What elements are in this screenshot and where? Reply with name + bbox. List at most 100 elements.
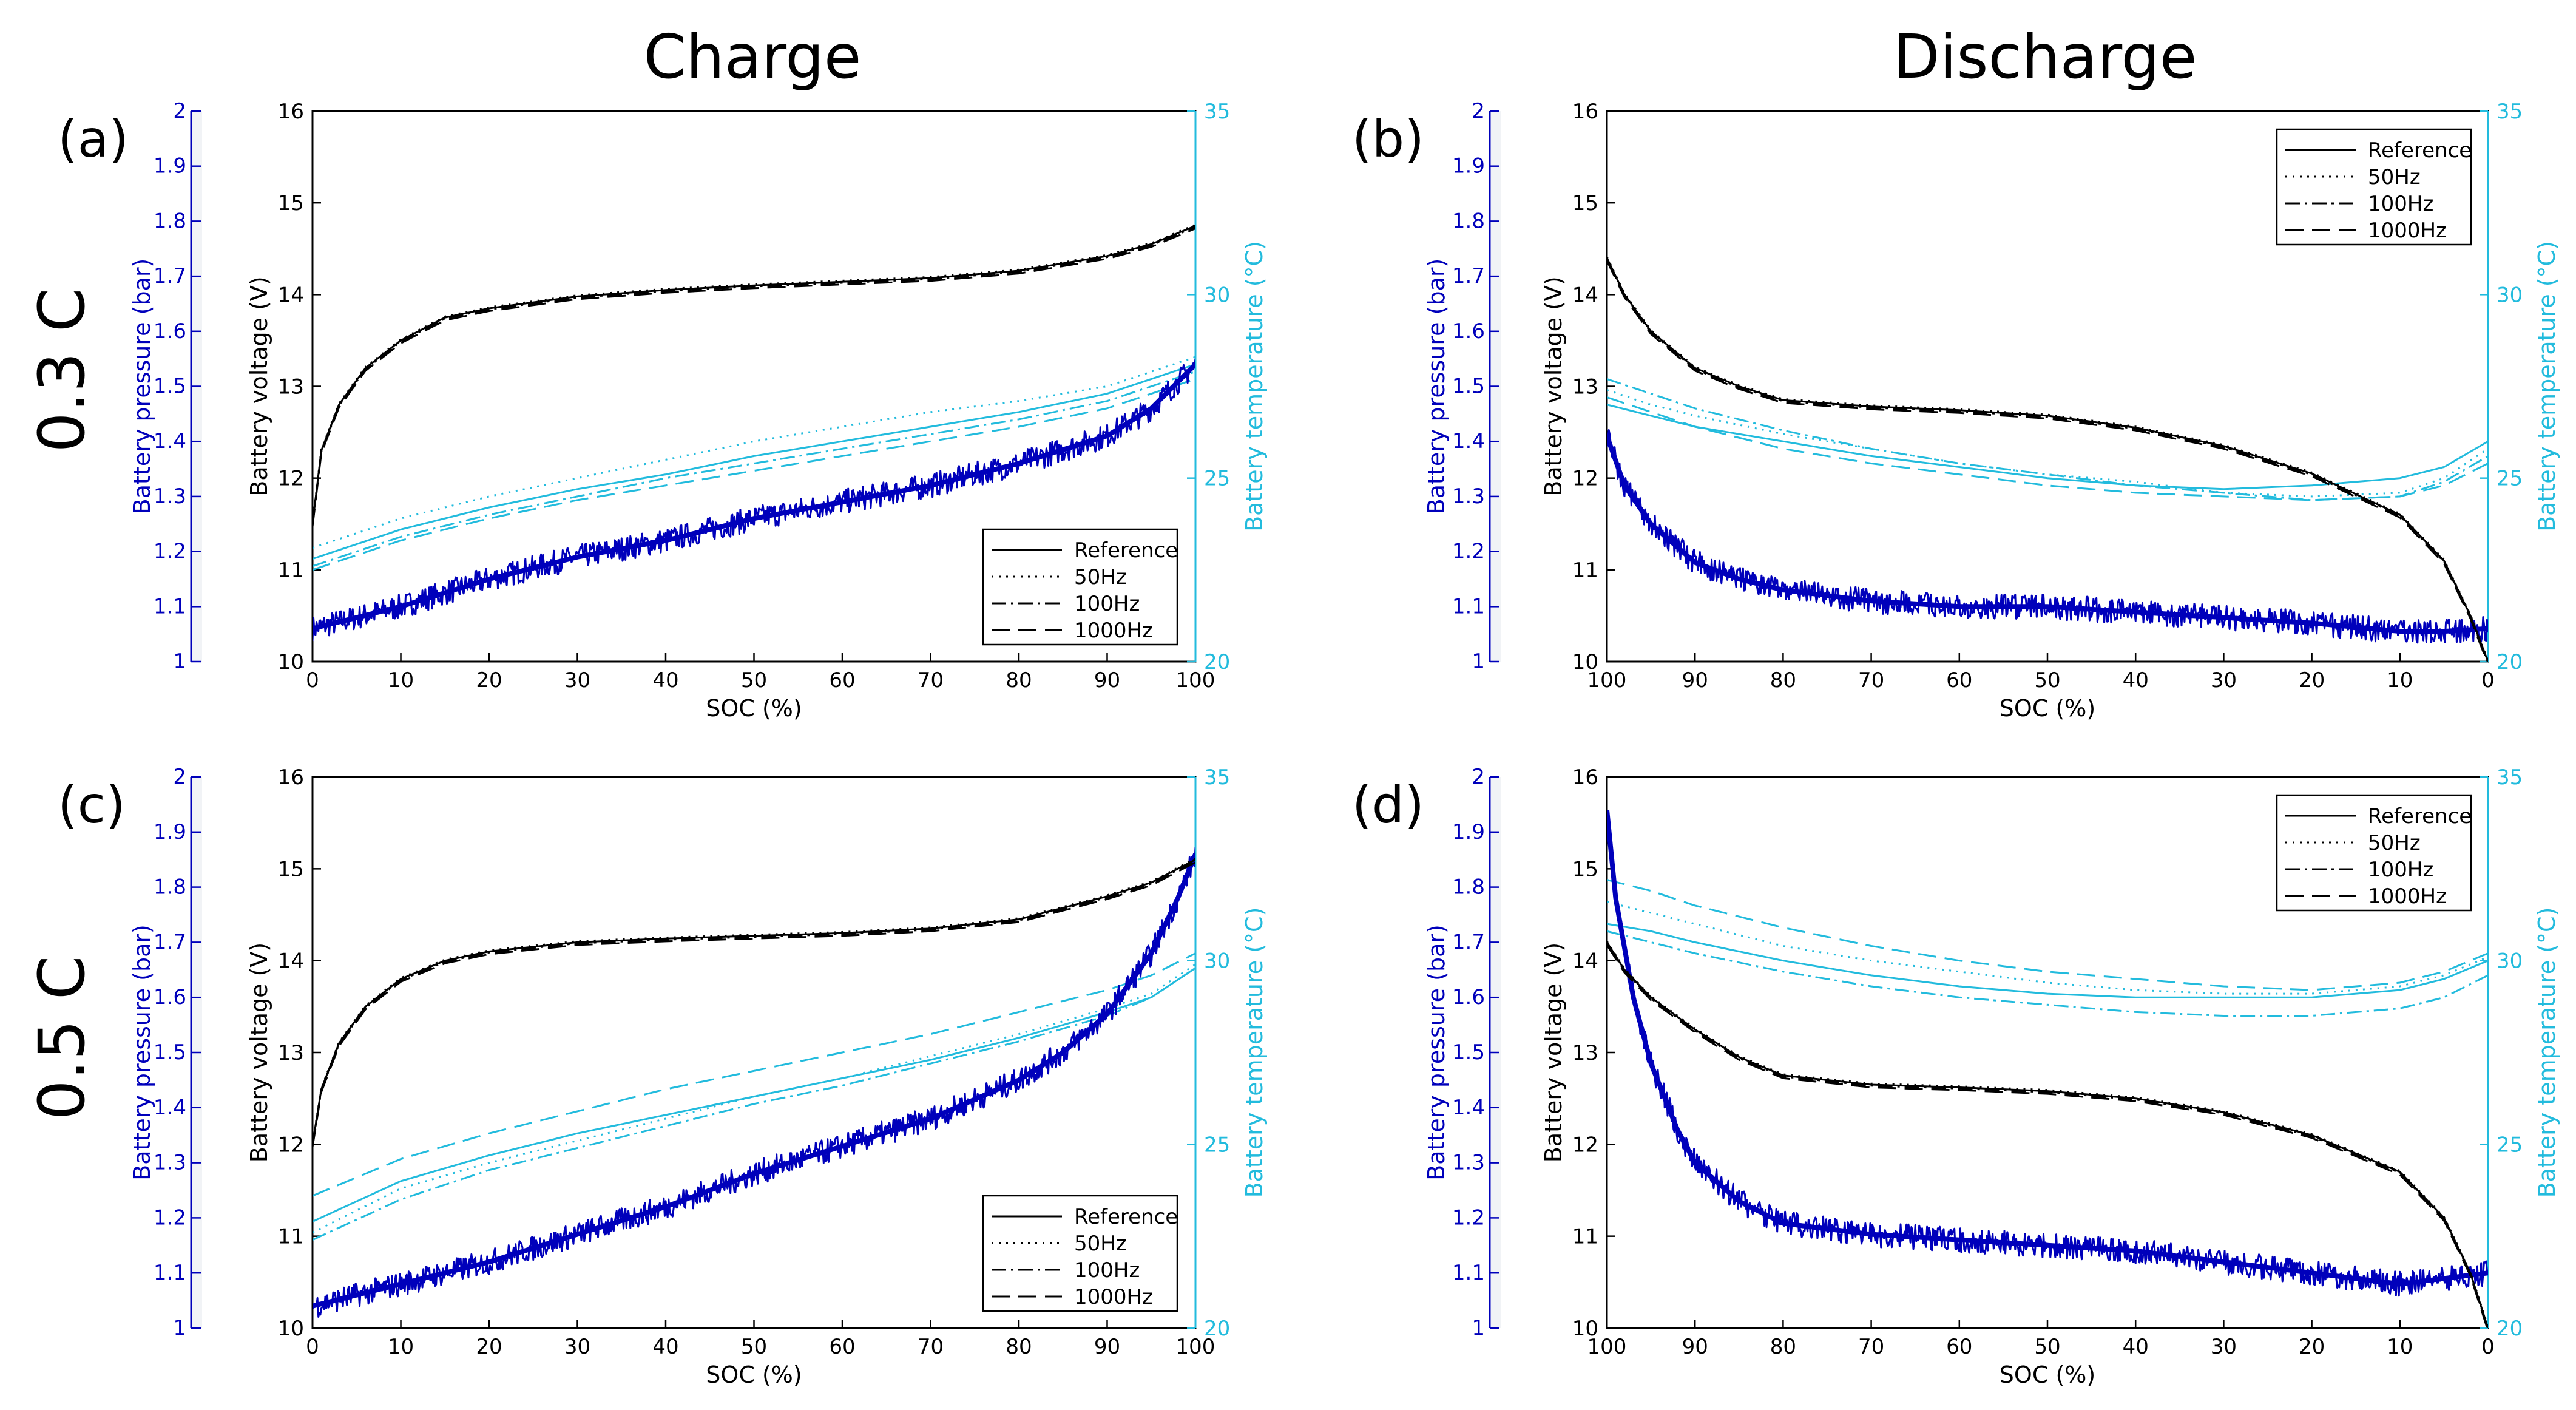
pressure-tick-label: 1.4 [154,429,186,453]
voltage-line-100hz [1607,259,2488,662]
pressure-tick-label: 1.6 [1452,985,1485,1009]
legend-box [982,528,1178,646]
y-tick-label: 12 [278,467,304,491]
y-axis-label-voltage: Battery voltage (V) [246,943,272,1162]
y-axis-label-pressure: Battery pressure (bar) [1423,259,1450,515]
temperature-line-50hz [313,963,1195,1233]
pressure-tick-label: 1.3 [1452,1151,1485,1175]
x-tick-label: 30 [2211,1335,2237,1359]
voltage-line-1000hz [313,228,1195,527]
y-tick-label: 13 [1572,1041,1598,1065]
x-tick-label: 20 [2299,668,2325,693]
y-axis-label-voltage: Battery voltage (V) [1540,276,1567,496]
y-tick-label: 14 [1572,949,1598,974]
y-axis-label-temperature: Battery temperature (°C) [2534,907,2560,1198]
pressure-tick-label: 1 [173,1316,186,1340]
pressure-tick-label: 1.6 [154,985,186,1009]
pressure-tick-label: 2 [173,99,186,123]
pressure-tick-label: 1.1 [154,1261,186,1285]
y-tick-label: 16 [1572,100,1598,124]
pressure-tick-label: 1.2 [1452,1205,1485,1230]
row-label-0-5c: 0.5 C [25,955,99,1120]
pressure-line [313,362,1195,631]
y-axis-label-temperature: Battery temperature (°C) [1241,241,1268,532]
temperature-line-50hz [1607,901,2488,995]
legend-box [982,1195,1178,1312]
x-tick-label: 10 [388,668,414,693]
x-tick-label: 70 [918,668,944,693]
voltage-line-reference [313,225,1195,524]
pressure-tick-label: 1.7 [1452,930,1485,954]
x-tick-label: 50 [741,1335,767,1359]
x-axis-label: SOC (%) [2000,1361,2095,1388]
pressure-tick-label: 1.9 [154,154,186,178]
y-tick-label: 13 [1572,375,1598,399]
pressure-line [313,853,1195,1309]
plot-area [313,223,1195,642]
temperature-tick-label: 35 [2497,765,2523,790]
pressure-tick-label: 1.4 [1452,429,1485,453]
legend-entry: 100Hz [1074,592,1140,616]
pressure-tick-label: 2 [1472,765,1485,789]
x-tick-label: 80 [1770,1335,1796,1359]
pressure-tick-label: 1 [173,649,186,674]
x-tick-label: 100 [1587,1335,1627,1359]
temperature-tick-label: 20 [1204,650,1230,674]
pressure-tick-label: 1.2 [1452,540,1485,564]
y-tick-label: 12 [1572,467,1598,491]
x-tick-label: 90 [1682,668,1708,693]
y-axis-label-pressure: Battery pressure (bar) [129,924,155,1181]
pressure-noise-band [1607,429,2488,644]
temperature-tick-label: 30 [2497,949,2523,974]
pressure-tick-label: 1.3 [154,1151,186,1175]
temperature-line-100hz [1607,930,2488,1017]
temperature-line-reference [1607,923,2488,998]
legend-box [2276,128,2472,246]
legend-box [2276,794,2472,912]
temperature-tick-label: 30 [1204,949,1230,974]
panel-letter: (a) [58,109,129,169]
x-tick-label: 100 [1176,668,1215,693]
voltage-line-50hz [313,223,1195,523]
x-tick-label: 0 [2481,668,2495,693]
y-tick-label: 14 [1572,283,1598,307]
legend-entry: 1000Hz [1074,619,1153,643]
temperature-tick-label: 30 [2497,283,2523,307]
y-tick-label: 16 [1572,765,1598,790]
y-axis-label-voltage: Battery voltage (V) [1540,943,1567,1162]
panel-letter: (c) [58,775,126,835]
x-tick-label: 80 [1006,1335,1032,1359]
legend-entry: 1000Hz [2368,884,2447,909]
temperature-line-reference [313,363,1195,560]
pressure-tick-label: 1.1 [154,594,186,619]
pressure-tick-label: 1 [1472,1316,1485,1340]
voltage-line-1000hz [313,861,1195,1148]
x-axis-label: SOC (%) [2000,695,2095,722]
y-tick-label: 11 [278,558,304,583]
pressure-tick-label: 1.9 [154,820,186,844]
pressure-tick-label: 1.7 [154,264,186,288]
x-tick-label: 10 [388,1335,414,1359]
x-tick-label: 90 [1094,668,1120,693]
pressure-tick-label: 1 [1472,649,1485,674]
temperature-line-50hz [313,356,1195,549]
pressure-tick-label: 1.5 [1452,375,1485,399]
y-axis-label-pressure: Battery pressure (bar) [1423,924,1450,1181]
pressure-tick-label: 1.9 [1452,820,1485,844]
pressure-line [1607,810,2488,1287]
pressure-tick-label: 1.6 [154,319,186,344]
pressure-tick-label: 1.6 [1452,319,1485,344]
x-tick-label: 80 [1770,668,1796,693]
temperature-line-1000hz [313,378,1195,571]
temperature-tick-label: 35 [1204,100,1230,124]
legend-entry: 50Hz [2368,831,2421,855]
x-tick-label: 40 [652,668,678,693]
voltage-line-100hz [313,226,1195,526]
pressure-noise-band [313,847,1195,1318]
x-tick-label: 50 [741,668,767,693]
x-tick-label: 40 [652,1335,678,1359]
temperature-tick-label: 25 [1204,1133,1230,1157]
